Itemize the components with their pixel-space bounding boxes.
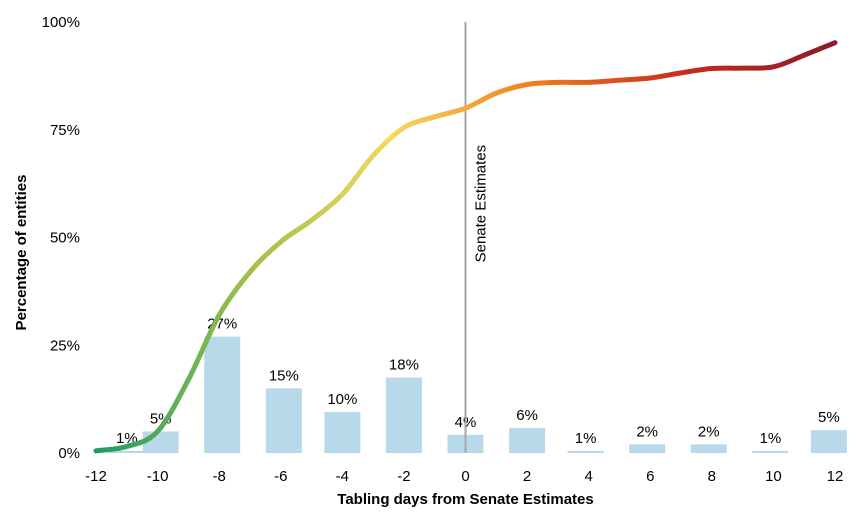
bar-data-label: 5% [818, 409, 840, 426]
bar-data-label: 6% [516, 407, 538, 424]
bar [567, 450, 604, 453]
reference-line-group: Senate Estimates [464, 22, 490, 453]
y-axis-title: Percentage of entities [13, 175, 30, 331]
y-tick-label: 0% [58, 445, 80, 462]
bar-data-label: 10% [327, 391, 357, 408]
bars-group [108, 336, 847, 453]
x-tick-label: 2 [523, 468, 531, 485]
x-tick-label: -4 [336, 468, 349, 485]
x-tick-label: 4 [584, 468, 592, 485]
bar-data-label: 15% [269, 367, 299, 384]
x-tick-label: 6 [646, 468, 654, 485]
bar [810, 430, 847, 453]
x-tick-label: -12 [85, 468, 107, 485]
bar-data-label: 18% [389, 357, 419, 374]
y-tick-label: 25% [50, 337, 80, 354]
x-tick-label: 12 [827, 468, 844, 485]
bar-data-label: 2% [698, 423, 720, 440]
bar [385, 377, 422, 453]
x-tick-label: -6 [274, 468, 287, 485]
y-tick-labels: 0% 25% 50% 75% 100% [42, 14, 80, 462]
bar-data-label: 2% [636, 423, 658, 440]
x-tick-label: -10 [147, 468, 169, 485]
cumulative-line [93, 40, 838, 454]
x-axis-title: Tabling days from Senate Estimates [337, 491, 593, 508]
x-tick-label: -2 [397, 468, 410, 485]
bar-data-label: 1% [759, 430, 781, 447]
bar [108, 450, 145, 453]
x-tick-label: 8 [708, 468, 716, 485]
x-tick-labels: -12 -10 -8 -6 -4 -2 0 2 4 6 8 10 12 [85, 468, 843, 485]
bar [324, 412, 361, 453]
bar [690, 444, 727, 453]
bar [752, 450, 789, 453]
y-tick-label: 100% [42, 14, 80, 31]
bar [629, 444, 666, 453]
x-tick-label: 0 [461, 468, 469, 485]
reference-line-label: Senate Estimates [473, 145, 490, 263]
x-tick-label: -8 [212, 468, 225, 485]
bar [509, 428, 546, 453]
bar [204, 336, 241, 453]
bar [142, 431, 179, 453]
bar-data-label: 1% [575, 430, 597, 447]
y-tick-label: 75% [50, 122, 80, 139]
x-tick-label: 10 [765, 468, 782, 485]
y-tick-label: 50% [50, 230, 80, 247]
bar [265, 388, 302, 453]
